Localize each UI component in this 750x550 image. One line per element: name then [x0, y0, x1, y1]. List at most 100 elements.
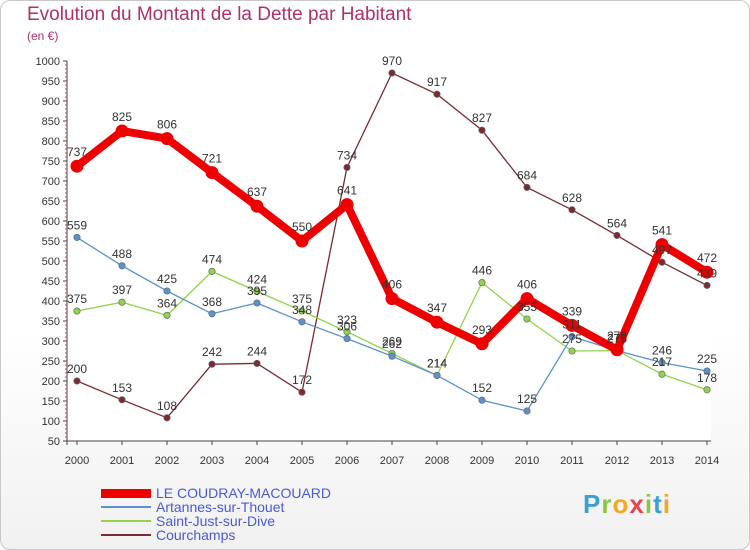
- data-point: [475, 337, 489, 351]
- data-label: 153: [112, 381, 132, 395]
- data-label: 214: [427, 356, 447, 370]
- data-point: [163, 311, 171, 319]
- data-point: [205, 166, 219, 180]
- data-label: 641: [337, 184, 357, 198]
- y-tick-label: 450: [42, 276, 60, 288]
- data-point: [298, 307, 306, 315]
- data-label: 368: [202, 295, 222, 309]
- data-point: [520, 292, 534, 306]
- data-point: [703, 386, 711, 394]
- data-point: [253, 299, 261, 307]
- data-label: 339: [562, 304, 582, 318]
- data-label: 323: [337, 313, 357, 327]
- data-label: 278: [607, 329, 627, 343]
- data-point: [208, 267, 216, 275]
- data-point: [73, 233, 81, 241]
- data-label: 178: [697, 371, 717, 385]
- data-label: 406: [382, 278, 402, 292]
- x-tick-label: 2002: [155, 455, 179, 467]
- y-tick-label: 850: [42, 116, 60, 128]
- data-point: [430, 315, 444, 329]
- data-label: 276: [607, 332, 627, 346]
- data-point: [700, 265, 714, 279]
- data-point: [658, 370, 666, 378]
- data-label: 172: [292, 373, 312, 387]
- x-tick-label: 2007: [380, 455, 404, 467]
- chart-title: Evolution du Montant de la Dette par Hab…: [27, 4, 412, 25]
- data-point: [343, 163, 351, 171]
- x-tick-label: 2000: [65, 455, 89, 467]
- logo-letter: i: [644, 489, 654, 519]
- data-label: 628: [562, 191, 582, 205]
- data-label: 474: [202, 252, 222, 266]
- data-label: 970: [382, 54, 402, 68]
- data-label: 244: [247, 344, 267, 358]
- x-tick-label: 2004: [245, 455, 269, 467]
- data-label: 550: [292, 220, 312, 234]
- data-label: 397: [112, 283, 132, 297]
- data-point: [163, 414, 171, 422]
- data-label: 225: [697, 352, 717, 366]
- data-label: 734: [337, 148, 357, 162]
- legend-label: LE COUDRAY-MACOUARD: [156, 485, 332, 501]
- data-point: [298, 318, 306, 326]
- data-label: 375: [292, 292, 312, 306]
- data-label: 721: [202, 152, 222, 166]
- data-label: 108: [157, 399, 177, 413]
- data-point: [73, 377, 81, 385]
- data-label: 200: [67, 362, 87, 376]
- data-label: 262: [382, 337, 402, 351]
- y-tick-label: 50: [48, 436, 60, 448]
- x-tick-label: 2003: [200, 455, 224, 467]
- data-label: 439: [697, 266, 717, 280]
- data-label: 214: [427, 356, 447, 370]
- data-label: 424: [247, 272, 267, 286]
- logo-letter: i: [662, 489, 671, 519]
- data-label: 564: [607, 216, 627, 230]
- y-tick-label: 200: [42, 376, 60, 388]
- data-label: 406: [517, 278, 537, 292]
- data-point: [70, 159, 84, 173]
- data-label: 806: [157, 118, 177, 132]
- y-tick-label: 600: [42, 216, 60, 228]
- data-point: [253, 359, 261, 367]
- chart-unit: (en €): [27, 29, 59, 43]
- data-label: 347: [427, 301, 447, 315]
- data-point: [610, 343, 624, 357]
- data-point: [340, 198, 354, 212]
- y-tick-label: 300: [42, 336, 60, 348]
- plot-area: [67, 61, 711, 441]
- data-point: [343, 335, 351, 343]
- data-point: [295, 234, 309, 248]
- data-label: 306: [337, 320, 357, 334]
- data-point: [163, 287, 171, 295]
- x-tick-label: 2009: [470, 455, 494, 467]
- data-point: [388, 352, 396, 360]
- legend-swatch: [101, 506, 151, 508]
- legend-swatch: [101, 534, 151, 536]
- data-point: [568, 347, 576, 355]
- logo-letter: r: [601, 489, 613, 519]
- logo-letter: P: [583, 489, 602, 519]
- data-point: [655, 238, 669, 252]
- data-point: [250, 199, 264, 213]
- data-label: 152: [472, 381, 492, 395]
- data-point: [343, 328, 351, 336]
- x-tick-label: 2001: [110, 455, 134, 467]
- data-label: 348: [292, 303, 312, 317]
- data-label: 275: [562, 332, 582, 346]
- data-label: 125: [517, 392, 537, 406]
- data-point: [433, 371, 441, 379]
- data-point: [523, 183, 531, 191]
- data-point: [568, 333, 576, 341]
- y-tick-label: 250: [42, 356, 60, 368]
- logo-letter: x: [629, 489, 645, 519]
- data-label: 375: [67, 292, 87, 306]
- data-label: 827: [472, 111, 492, 125]
- data-label: 246: [652, 344, 672, 358]
- legend-label: Artannes-sur-Thouet: [156, 499, 285, 515]
- data-label: 684: [517, 168, 537, 182]
- y-tick-label: 900: [42, 96, 60, 108]
- data-point: [565, 318, 579, 332]
- data-label: 637: [247, 185, 267, 199]
